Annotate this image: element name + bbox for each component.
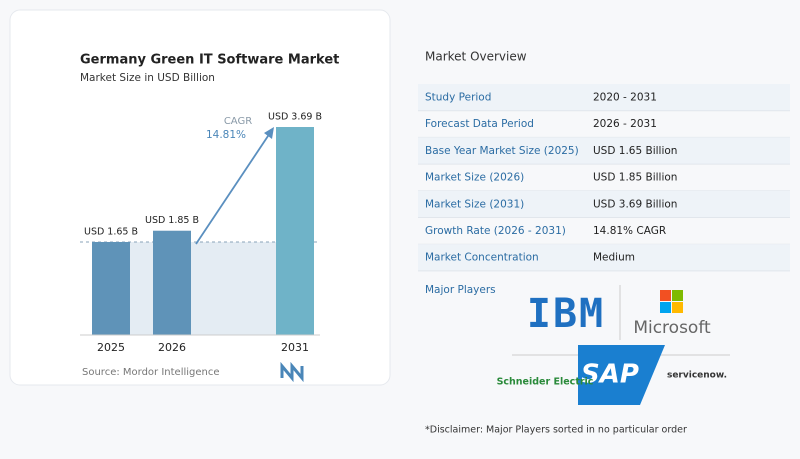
cagr-value: 14.81% <box>206 129 246 141</box>
x-tick-label: 2026 <box>158 341 186 354</box>
x-tick-label: 2025 <box>97 341 125 354</box>
bar <box>276 127 314 335</box>
plot: USD 1.65 B 2025 USD 1.85 B 2026 USD 3.69 B 20… <box>80 112 322 354</box>
row-label: Base Year Market Size (2025) <box>425 145 579 157</box>
row-label: Forecast Data Period <box>425 118 534 130</box>
player-logo: Schneider Electric <box>497 377 594 388</box>
row-label: Market Size (2031) <box>425 198 524 210</box>
row-band <box>418 84 790 111</box>
player-logo: IBM <box>527 291 605 337</box>
row-value: 14.81% CAGR <box>593 225 666 237</box>
player-logo: Microsoft <box>633 318 711 338</box>
chart-title: Germany Green IT Software Market <box>80 53 339 68</box>
players-label: Major Players <box>425 284 496 296</box>
ms-square <box>660 290 671 301</box>
row-label: Growth Rate (2026 - 2031) <box>425 225 566 237</box>
bar <box>92 241 130 335</box>
chart-subtitle: Market Size in USD Billion <box>80 72 215 84</box>
row-value: 2026 - 2031 <box>593 118 657 130</box>
value-label: USD 3.69 B <box>268 112 322 123</box>
player-logo: SAP <box>581 360 639 390</box>
row-label: Study Period <box>425 92 491 104</box>
row-value: USD 3.69 Billion <box>593 198 677 210</box>
row-band <box>418 137 790 165</box>
logo-mark <box>280 361 304 383</box>
bar <box>153 230 191 335</box>
row-label: Market Concentration <box>425 252 539 264</box>
row-value: Medium <box>593 252 635 264</box>
row-band <box>418 190 790 218</box>
row-value: 2020 - 2031 <box>593 92 657 104</box>
ms-square <box>672 290 683 301</box>
value-label: USD 1.85 B <box>145 215 199 226</box>
arrow-head <box>264 127 274 139</box>
cagr-label: CAGR <box>224 116 252 127</box>
row-band <box>418 244 790 271</box>
overview-table: Study Period 2020 - 2031 Forecast Data Per… <box>418 84 790 272</box>
row-value: USD 1.65 Billion <box>593 145 677 157</box>
row-value: USD 1.85 Billion <box>593 172 677 184</box>
row-label: Market Size (2026) <box>425 172 524 184</box>
disclaimer: *Disclaimer: Major Players sorted in no … <box>425 425 687 436</box>
cagr-arrow <box>195 132 271 245</box>
x-tick-label: 2031 <box>281 341 309 354</box>
ms-square <box>672 302 683 313</box>
ms-square <box>660 302 671 313</box>
sap-shape <box>578 345 665 405</box>
player-logo: servicenow. <box>667 371 727 381</box>
source: Source: Mordor Intelligence <box>82 367 220 378</box>
overview-title: Market Overview <box>425 50 527 64</box>
value-label: USD 1.65 B <box>84 226 138 237</box>
